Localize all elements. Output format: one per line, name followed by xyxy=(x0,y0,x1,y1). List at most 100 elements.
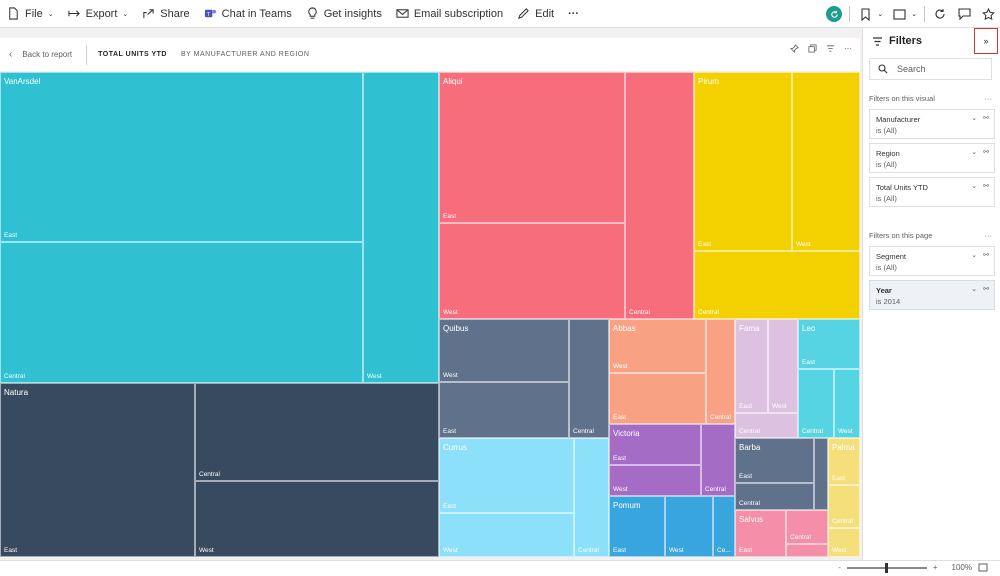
zoom-in-button[interactable]: + xyxy=(932,563,938,572)
more-icon[interactable]: ··· xyxy=(984,231,993,240)
region-label: West xyxy=(838,428,853,435)
favorite-button[interactable] xyxy=(976,0,1000,28)
treemap-tile-pomum-east[interactable]: Pomum East xyxy=(609,496,665,557)
treemap-tile-pirum-east[interactable]: Pirum East xyxy=(694,72,792,251)
region-label: West xyxy=(669,547,684,554)
zoom-slider-thumb[interactable] xyxy=(884,562,888,573)
bookmark-button[interactable] xyxy=(853,0,877,28)
treemap-tile-quibus-west[interactable]: Quibus West xyxy=(439,319,569,382)
region-label: West xyxy=(443,309,458,316)
treemap-tile-currus-central[interactable]: Central xyxy=(574,438,609,557)
eraser-icon[interactable]: ⚯ xyxy=(983,115,989,122)
refresh-icon xyxy=(935,9,945,19)
zoom-slider[interactable] xyxy=(846,562,927,573)
share-button[interactable]: Share xyxy=(135,0,196,28)
chat-in-teams-button[interactable]: T Chat in Teams xyxy=(197,0,299,28)
treemap-tile-quibus-central[interactable]: Central xyxy=(569,319,609,438)
reset-button[interactable] xyxy=(822,0,846,28)
treemap-tile-palma-central[interactable]: Central xyxy=(828,485,860,528)
more-icon[interactable]: ··· xyxy=(844,43,852,53)
treemap-tile-barba-other[interactable] xyxy=(814,438,828,510)
treemap-tile-fama-central[interactable]: Central xyxy=(735,413,798,438)
teams-icon: T xyxy=(204,9,216,18)
treemap-tile-aliqui-west[interactable]: West xyxy=(439,223,625,319)
treemap-tile-pomum-central[interactable]: Ce... xyxy=(713,496,735,557)
treemap-tile-abbas-east[interactable]: East xyxy=(609,373,706,424)
view-button[interactable] xyxy=(887,0,911,28)
get-insights-button[interactable]: Get insights xyxy=(299,0,389,28)
treemap-tile-leo-east[interactable]: Leo East xyxy=(798,319,860,369)
region-label: Central xyxy=(739,500,760,507)
top-toolbar: File ⌄ Export ⌄ Share T Chat in Teams Ge… xyxy=(0,0,1000,28)
treemap-tile-victoria-west[interactable]: West xyxy=(609,465,701,496)
refresh-button[interactable] xyxy=(928,0,952,28)
eraser-icon[interactable]: ⚯ xyxy=(983,252,989,259)
treemap-tile-aliqui-east[interactable]: Aliqui East xyxy=(439,72,625,223)
eraser-icon[interactable]: ⚯ xyxy=(983,286,989,293)
chevron-down-icon[interactable]: ⌄ xyxy=(971,252,978,259)
section-title: Filters on this visual xyxy=(869,94,935,103)
comment-button[interactable] xyxy=(952,0,976,28)
treemap-tile-fama-west[interactable]: West xyxy=(768,319,798,413)
copy-icon[interactable] xyxy=(806,43,818,53)
filter-card-segment[interactable]: Segment is (All) ⌄ ⚯ xyxy=(869,246,995,276)
fit-to-page-icon[interactable] xyxy=(978,563,988,572)
treemap-tile-currus-west[interactable]: West xyxy=(439,513,574,557)
treemap-tile-natura-central[interactable]: Central xyxy=(195,383,439,481)
export-menu[interactable]: Export ⌄ xyxy=(61,0,136,28)
filter-icon[interactable] xyxy=(824,43,836,53)
chevron-down-icon[interactable]: ⌄ xyxy=(911,11,917,18)
filter-card-manufacturer[interactable]: Manufacturer is (All) ⌄ ⚯ xyxy=(869,109,995,139)
treemap-tile-salvus-other[interactable] xyxy=(786,544,828,557)
treemap-tile-natura-east[interactable]: Natura East xyxy=(0,383,195,557)
chevron-down-icon[interactable]: ⌄ xyxy=(971,286,978,293)
filter-card-year[interactable]: Year is 2014 ⌄ ⚯ xyxy=(869,280,995,310)
treemap-tile-victoria-east[interactable]: Victoria East xyxy=(609,424,701,465)
eraser-icon[interactable]: ⚯ xyxy=(983,149,989,156)
treemap-tile-vanarsdel-east[interactable]: VanArsdel East xyxy=(0,72,363,242)
treemap-tile-fama-east[interactable]: Fama East xyxy=(735,319,768,413)
treemap-tile-abbas-central[interactable]: Central xyxy=(706,319,735,424)
more-options-button[interactable]: ··· xyxy=(561,0,586,28)
email-subscription-button[interactable]: Email subscription xyxy=(389,0,510,28)
treemap-tile-palma-west[interactable]: West xyxy=(828,528,860,557)
treemap-tile-currus-east[interactable]: Currus East xyxy=(439,438,574,513)
pin-icon[interactable] xyxy=(788,43,800,53)
filter-card-total-units[interactable]: Total Units YTD is (All) ⌄ ⚯ xyxy=(869,177,995,207)
manufacturer-label: Abbas xyxy=(613,324,636,333)
file-menu[interactable]: File ⌄ xyxy=(0,0,61,28)
treemap-tile-vanarsdel-west[interactable]: West xyxy=(363,72,439,383)
treemap-tile-leo-west[interactable]: West xyxy=(834,369,860,438)
treemap-tile-salvus-east[interactable]: Salvus East xyxy=(735,510,786,557)
chevron-down-icon[interactable]: ⌄ xyxy=(971,183,978,190)
chevron-down-icon[interactable]: ⌄ xyxy=(877,11,884,18)
treemap-tile-pirum-west[interactable]: West xyxy=(792,72,860,251)
treemap-tile-barba-east[interactable]: Barba East xyxy=(735,438,814,483)
treemap-tile-palma-east[interactable]: Palma East xyxy=(828,438,860,485)
treemap-tile-aliqui-central[interactable]: Central xyxy=(625,72,694,319)
treemap-tile-leo-central[interactable]: Central xyxy=(798,369,834,438)
export-icon xyxy=(68,10,80,17)
visual-filters-section: Filters on this visual ··· xyxy=(863,94,1000,103)
back-to-report-button[interactable]: ‹ Back to report xyxy=(0,44,88,65)
treemap-tile-salvus-central[interactable]: Central xyxy=(786,510,828,544)
chevron-down-icon[interactable]: ⌄ xyxy=(971,115,978,122)
treemap-tile-quibus-east[interactable]: East xyxy=(439,382,569,438)
edit-button[interactable]: Edit xyxy=(510,0,561,28)
manufacturer-label: Currus xyxy=(443,443,468,452)
eraser-icon[interactable]: ⚯ xyxy=(983,183,989,190)
treemap-tile-victoria-central[interactable]: Central xyxy=(701,424,735,496)
filter-search-input[interactable]: Search xyxy=(869,58,992,80)
chevron-down-icon[interactable]: ⌄ xyxy=(971,149,978,156)
collapse-filters-button[interactable]: » xyxy=(974,28,998,54)
treemap-tile-natura-west[interactable]: West xyxy=(195,481,439,557)
treemap-tile-barba-central[interactable]: Central xyxy=(735,483,814,510)
more-icon[interactable]: ··· xyxy=(984,94,993,103)
treemap-tile-pomum-west[interactable]: West xyxy=(665,496,713,557)
treemap-tile-vanarsdel-central[interactable]: Central xyxy=(0,242,363,383)
zoom-out-button[interactable]: - xyxy=(838,563,841,572)
treemap-tile-pirum-central[interactable]: Central xyxy=(694,251,860,319)
region-label: East xyxy=(739,473,753,480)
treemap-tile-abbas-west[interactable]: Abbas West xyxy=(609,319,706,373)
filter-card-region[interactable]: Region is (All) ⌄ ⚯ xyxy=(869,143,995,173)
